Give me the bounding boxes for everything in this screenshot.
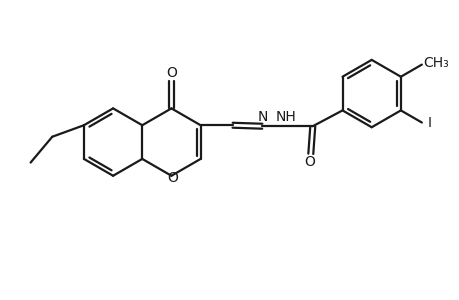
Text: O: O [167, 171, 178, 185]
Text: O: O [304, 155, 314, 169]
Text: N: N [257, 110, 268, 124]
Text: I: I [427, 116, 431, 130]
Text: NH: NH [275, 110, 296, 124]
Text: CH₃: CH₃ [422, 56, 448, 70]
Text: O: O [166, 66, 177, 80]
